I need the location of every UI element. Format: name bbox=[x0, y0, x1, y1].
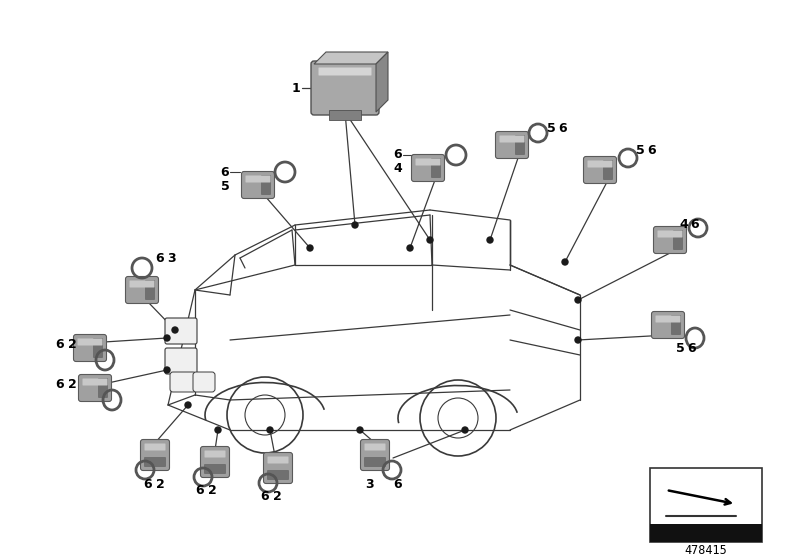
FancyBboxPatch shape bbox=[415, 158, 441, 166]
FancyBboxPatch shape bbox=[201, 446, 230, 478]
FancyBboxPatch shape bbox=[587, 161, 613, 167]
Circle shape bbox=[575, 337, 581, 343]
Text: 6: 6 bbox=[56, 338, 64, 352]
FancyBboxPatch shape bbox=[193, 372, 215, 392]
Circle shape bbox=[172, 327, 178, 333]
FancyBboxPatch shape bbox=[261, 175, 271, 195]
FancyBboxPatch shape bbox=[365, 444, 386, 450]
FancyBboxPatch shape bbox=[82, 379, 107, 385]
FancyBboxPatch shape bbox=[145, 280, 155, 300]
Text: 5: 5 bbox=[676, 343, 684, 356]
FancyBboxPatch shape bbox=[78, 375, 111, 402]
Text: 2: 2 bbox=[156, 478, 164, 492]
FancyBboxPatch shape bbox=[74, 334, 106, 362]
Text: 4: 4 bbox=[394, 162, 402, 175]
Text: 6: 6 bbox=[688, 343, 696, 356]
FancyBboxPatch shape bbox=[98, 378, 108, 398]
FancyBboxPatch shape bbox=[267, 456, 289, 464]
FancyBboxPatch shape bbox=[431, 158, 441, 178]
Circle shape bbox=[462, 427, 468, 433]
FancyBboxPatch shape bbox=[246, 175, 270, 183]
Circle shape bbox=[427, 237, 433, 243]
Text: 6: 6 bbox=[156, 251, 164, 264]
FancyBboxPatch shape bbox=[361, 440, 390, 470]
FancyBboxPatch shape bbox=[495, 132, 529, 158]
FancyBboxPatch shape bbox=[170, 372, 196, 392]
Text: 6: 6 bbox=[394, 148, 402, 161]
FancyBboxPatch shape bbox=[673, 230, 683, 250]
Bar bbox=[650, 468, 762, 542]
FancyBboxPatch shape bbox=[205, 450, 226, 458]
FancyBboxPatch shape bbox=[141, 440, 170, 470]
Text: 6: 6 bbox=[144, 478, 152, 492]
Text: 6: 6 bbox=[648, 143, 656, 156]
Text: 6: 6 bbox=[261, 491, 270, 503]
Circle shape bbox=[487, 237, 493, 243]
FancyBboxPatch shape bbox=[165, 318, 197, 344]
Text: 4: 4 bbox=[680, 217, 688, 231]
FancyBboxPatch shape bbox=[93, 338, 103, 358]
FancyBboxPatch shape bbox=[311, 61, 379, 115]
FancyBboxPatch shape bbox=[78, 338, 102, 346]
FancyBboxPatch shape bbox=[654, 226, 686, 254]
Text: 2: 2 bbox=[68, 338, 76, 352]
Text: 3: 3 bbox=[168, 251, 176, 264]
Circle shape bbox=[575, 297, 581, 303]
Circle shape bbox=[267, 427, 273, 433]
Circle shape bbox=[164, 335, 170, 341]
Text: 5: 5 bbox=[636, 143, 644, 156]
Text: 5: 5 bbox=[546, 122, 555, 134]
FancyBboxPatch shape bbox=[318, 68, 371, 76]
FancyBboxPatch shape bbox=[165, 348, 197, 374]
FancyBboxPatch shape bbox=[411, 155, 445, 181]
Text: 6: 6 bbox=[221, 166, 230, 179]
FancyBboxPatch shape bbox=[126, 277, 158, 304]
Text: 5: 5 bbox=[221, 180, 230, 193]
Circle shape bbox=[164, 367, 170, 373]
FancyBboxPatch shape bbox=[655, 315, 681, 323]
FancyBboxPatch shape bbox=[499, 136, 525, 142]
FancyBboxPatch shape bbox=[204, 464, 226, 474]
Text: 478415: 478415 bbox=[685, 544, 727, 557]
Circle shape bbox=[357, 427, 363, 433]
FancyBboxPatch shape bbox=[130, 281, 154, 287]
Circle shape bbox=[215, 427, 221, 433]
Bar bbox=[650, 524, 762, 542]
Circle shape bbox=[185, 402, 191, 408]
Text: 3: 3 bbox=[366, 478, 374, 491]
FancyBboxPatch shape bbox=[364, 457, 386, 467]
FancyBboxPatch shape bbox=[267, 470, 289, 480]
Text: 6: 6 bbox=[56, 379, 64, 391]
FancyBboxPatch shape bbox=[242, 171, 274, 198]
Text: 6: 6 bbox=[394, 478, 402, 491]
Circle shape bbox=[307, 245, 313, 251]
FancyBboxPatch shape bbox=[515, 135, 525, 155]
FancyBboxPatch shape bbox=[145, 444, 166, 450]
FancyBboxPatch shape bbox=[603, 160, 613, 180]
Text: 2: 2 bbox=[68, 379, 76, 391]
FancyBboxPatch shape bbox=[263, 452, 293, 483]
Text: 6: 6 bbox=[558, 122, 567, 134]
Text: 6: 6 bbox=[196, 483, 204, 497]
Polygon shape bbox=[376, 52, 388, 112]
Text: 6: 6 bbox=[690, 217, 699, 231]
Bar bbox=[329, 110, 361, 120]
Circle shape bbox=[352, 222, 358, 228]
FancyBboxPatch shape bbox=[671, 315, 681, 335]
FancyBboxPatch shape bbox=[583, 156, 617, 184]
FancyBboxPatch shape bbox=[658, 231, 682, 237]
Text: 2: 2 bbox=[273, 491, 282, 503]
FancyBboxPatch shape bbox=[651, 311, 685, 338]
Text: 1: 1 bbox=[292, 82, 300, 95]
Circle shape bbox=[562, 259, 568, 265]
Circle shape bbox=[407, 245, 413, 251]
Text: 2: 2 bbox=[208, 483, 216, 497]
Polygon shape bbox=[314, 52, 388, 64]
FancyBboxPatch shape bbox=[144, 457, 166, 467]
